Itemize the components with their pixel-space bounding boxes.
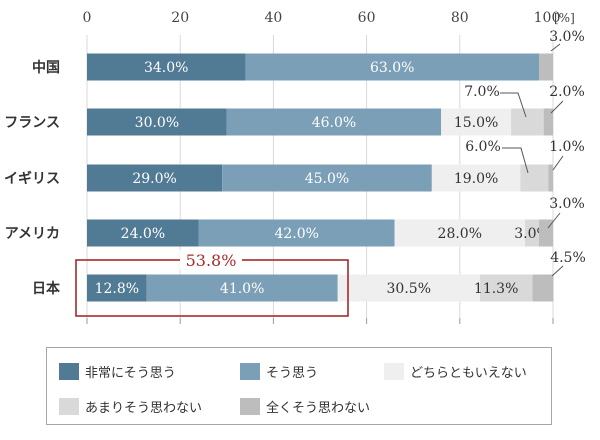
legend-item-disagree: あまりそう思わない — [59, 397, 202, 416]
bar-segment — [87, 108, 227, 136]
data-label: 6.0% — [465, 139, 501, 155]
legend-swatch — [240, 363, 260, 380]
legend-label: 全くそう思わない — [266, 401, 371, 416]
bar-segment — [532, 274, 554, 302]
data-label: 24.0% — [121, 226, 165, 242]
data-label: 45.0% — [305, 171, 349, 187]
x-tick-label: 40 — [264, 10, 282, 26]
data-label: 2.0% — [549, 84, 585, 100]
bar-segment — [543, 108, 553, 136]
bar-segment — [87, 274, 147, 302]
data-label: 7.0% — [464, 84, 500, 100]
leader-line — [551, 265, 564, 277]
bar-segment — [431, 164, 521, 192]
bar-segment — [87, 164, 223, 192]
bar-segment — [245, 53, 540, 81]
bar-segment — [539, 219, 553, 247]
legend-swatch — [59, 398, 79, 415]
legend-item-neutral: どちらともいえない — [384, 362, 527, 381]
leader-line — [550, 43, 561, 52]
legend-label: どちらともいえない — [410, 366, 527, 381]
x-tick-label: 60 — [358, 10, 376, 26]
data-label: 42.0% — [274, 226, 318, 242]
data-label: 29.0% — [132, 171, 176, 187]
bar-segment — [226, 108, 442, 136]
annotation-background — [180, 250, 242, 270]
bar-segment — [87, 219, 199, 247]
leader-line — [500, 92, 527, 118]
leader-line — [547, 212, 561, 229]
x-tick-label: 80 — [451, 10, 469, 26]
data-label: 4.5% — [550, 250, 586, 266]
category-label: フランス — [4, 115, 60, 131]
data-label: 1.0% — [549, 139, 585, 155]
bar-segment — [198, 219, 395, 247]
x-unit-label: [%] — [554, 11, 575, 25]
data-label: 63.0% — [370, 60, 414, 76]
leader-line — [550, 100, 564, 114]
bar-segment — [520, 164, 549, 192]
leader-line — [502, 147, 529, 174]
category-label: 日本 — [32, 280, 61, 297]
data-label: 11.3% — [474, 281, 518, 297]
data-label: 3.0% — [549, 29, 585, 45]
bar-segment — [394, 219, 526, 247]
legend-swatch — [384, 363, 404, 380]
category-label: アメリカ — [5, 226, 60, 242]
bar-segment — [539, 53, 553, 81]
bar-segment — [548, 164, 553, 192]
x-tick-label: 0 — [83, 10, 92, 26]
legend-swatch — [59, 363, 79, 380]
data-label: 15.0% — [454, 115, 498, 131]
category-label: 中国 — [32, 59, 60, 76]
data-label: 28.0% — [438, 226, 482, 242]
bar-segment — [87, 53, 246, 81]
bar-segment — [222, 164, 432, 192]
x-tick-label: 20 — [171, 10, 189, 26]
legend-item-strongly-disagree: 全くそう思わない — [240, 397, 370, 416]
data-label: 46.0% — [312, 115, 356, 131]
annotation-label: 53.8% — [186, 251, 237, 270]
bar-segment — [479, 274, 533, 302]
category-label: イギリス — [4, 170, 60, 187]
data-label: 41.0% — [220, 281, 264, 297]
data-label: 30.5% — [387, 281, 431, 297]
data-label: 19.0% — [454, 171, 498, 187]
leader-line — [552, 155, 564, 171]
x-tick-label: 100 — [534, 10, 561, 26]
bar-segment — [441, 108, 512, 136]
legend-label: あまりそう思わない — [85, 401, 203, 416]
legend-label: 非常にそう思う — [85, 366, 176, 381]
data-label: 3.0% — [549, 196, 585, 212]
legend-item-agree: そう思う — [240, 362, 318, 381]
legend-item-very-agree: 非常にそう思う — [59, 362, 176, 381]
bar-segment — [146, 274, 338, 302]
data-label: 30.0% — [135, 115, 179, 131]
bar-segment — [337, 274, 480, 302]
legend-swatch — [240, 398, 260, 415]
bar-segment — [525, 219, 540, 247]
data-label: 12.8% — [95, 281, 139, 297]
legend-label: そう思う — [266, 366, 319, 381]
legend: 非常にそう思う そう思う どちらともいえない あまりそう思わない 全くそう思わな… — [46, 347, 552, 425]
data-label: 34.0% — [144, 60, 188, 76]
bar-segment — [511, 108, 544, 136]
